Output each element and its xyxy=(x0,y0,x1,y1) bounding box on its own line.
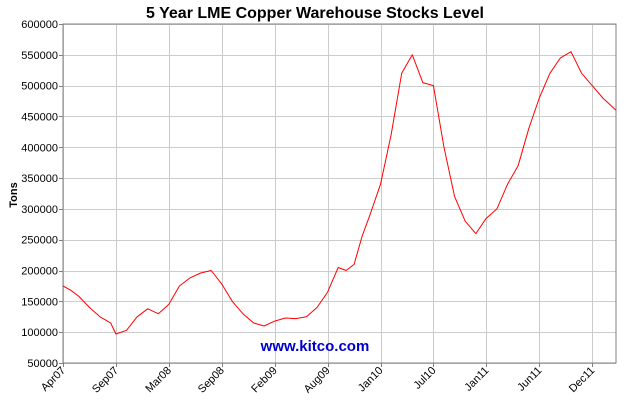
x-tick-label: Mar08 xyxy=(143,365,174,396)
y-tick-label: 150000 xyxy=(21,296,58,308)
x-tick-label: Dec11 xyxy=(567,365,597,395)
series-layer xyxy=(62,51,617,335)
plot-area xyxy=(62,23,617,364)
y-tick-label: 500000 xyxy=(21,81,58,93)
x-tick-label: Sep07 xyxy=(90,365,121,396)
gridlines xyxy=(63,24,616,364)
chart-title: 5 Year LME Copper Warehouse Stocks Level xyxy=(146,5,484,22)
x-axis: Apr07 Sep07 Mar08 Sep08 Feb09 Aug09 Jan10 Jul10… xyxy=(39,363,597,396)
x-tick-label: Feb09 xyxy=(249,365,280,396)
series-line xyxy=(62,51,617,335)
watermark: www.kitco.com xyxy=(260,338,370,355)
y-tick-label: 250000 xyxy=(21,235,58,247)
y-tick-label: 50000 xyxy=(27,358,58,370)
y-axis-label: Tons xyxy=(8,182,20,207)
x-tick-label: Jan11 xyxy=(462,365,491,394)
x-tick-label: Jul10 xyxy=(411,365,438,392)
y-tick-label: 100000 xyxy=(21,327,58,339)
y-tick-label: 600000 xyxy=(21,19,58,31)
x-tick-label: Aug09 xyxy=(302,365,333,396)
y-tick-label: 450000 xyxy=(21,111,58,123)
x-tick-label: Sep08 xyxy=(196,365,227,396)
y-tick-label: 550000 xyxy=(21,50,58,62)
y-tick-label: 300000 xyxy=(21,204,58,216)
x-tick-label: Jun11 xyxy=(515,365,544,394)
y-axis: 50000 100000 150000 200000 250000 300000 35000… xyxy=(21,19,63,370)
y-tick-label: 350000 xyxy=(21,173,58,185)
x-tick-label: Jan10 xyxy=(356,365,386,395)
y-tick-label: 200000 xyxy=(21,266,58,278)
y-tick-label: 400000 xyxy=(21,142,58,154)
